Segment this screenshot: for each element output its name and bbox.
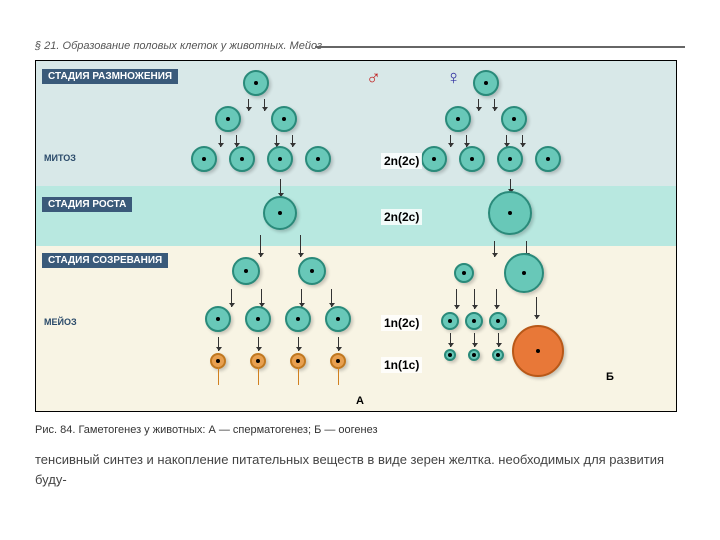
arrow [498, 333, 499, 347]
sperm-tail [298, 367, 299, 385]
arrow [218, 337, 219, 351]
cell [325, 306, 351, 332]
arrow [301, 289, 302, 307]
letter-a: А [356, 395, 364, 407]
label-multiplication: СТАДИЯ РАЗМНОЖЕНИЯ [42, 69, 178, 84]
cell [459, 146, 485, 172]
cell [271, 106, 297, 132]
arrow [450, 135, 451, 147]
sperm-tail [218, 367, 219, 385]
arrow [300, 235, 301, 257]
arrow [261, 289, 262, 307]
cell [512, 325, 564, 377]
label-maturation: СТАДИЯ СОЗРЕВАНИЯ [42, 253, 168, 268]
cell [454, 263, 474, 283]
cell [215, 106, 241, 132]
arrow [450, 333, 451, 347]
arrow [220, 135, 221, 147]
arrow [292, 135, 293, 147]
cell [444, 349, 456, 361]
cell [298, 257, 326, 285]
arrow [478, 99, 479, 111]
arrow [331, 289, 332, 307]
arrow [280, 179, 281, 197]
arrow [258, 337, 259, 351]
cell [473, 70, 499, 96]
cell [504, 253, 544, 293]
cell [267, 146, 293, 172]
female-symbol: ♀ [446, 67, 461, 90]
cell [497, 146, 523, 172]
letter-b: Б [606, 371, 614, 383]
sperm-tail [258, 367, 259, 385]
cell [285, 306, 311, 332]
band-growth [36, 186, 676, 246]
cell [229, 146, 255, 172]
arrow [536, 297, 537, 319]
arrow [466, 135, 467, 147]
formula-2n2c-1: 2n(2c) [381, 153, 422, 169]
cell [263, 196, 297, 230]
cell [243, 70, 269, 96]
arrow [298, 337, 299, 351]
cell [489, 312, 507, 330]
arrow [248, 99, 249, 111]
label-mitosis: МИТОЗ [44, 153, 76, 163]
arrow [456, 289, 457, 309]
chapter-title: § 21. Образование половых клеток у живот… [35, 40, 685, 52]
arrow [264, 99, 265, 111]
cell [492, 349, 504, 361]
arrow [260, 235, 261, 257]
cell [305, 146, 331, 172]
arrow [494, 99, 495, 111]
cell [421, 146, 447, 172]
cell [468, 349, 480, 361]
cell [205, 306, 231, 332]
formula-1n2c: 1n(2c) [381, 315, 422, 331]
arrow [231, 289, 232, 307]
label-meiosis: МЕЙОЗ [44, 317, 77, 327]
formula-1n1c: 1n(1c) [381, 357, 422, 373]
band-maturation [36, 246, 676, 411]
cell [191, 146, 217, 172]
figure-caption: Рис. 84. Гаметогенез у животных: А — спе… [35, 424, 685, 436]
cell [441, 312, 459, 330]
arrow [494, 241, 495, 257]
body-text: тенсивный синтез и накопление питательны… [35, 450, 685, 489]
arrow [474, 333, 475, 347]
cell [245, 306, 271, 332]
label-growth: СТАДИЯ РОСТА [42, 197, 132, 212]
arrow [338, 337, 339, 351]
cell [465, 312, 483, 330]
arrow [474, 289, 475, 309]
arrow [522, 135, 523, 147]
arrow [236, 135, 237, 147]
formula-2n2c-2: 2n(2c) [381, 209, 422, 225]
cell [445, 106, 471, 132]
cell [232, 257, 260, 285]
sperm-tail [338, 367, 339, 385]
gametogenesis-diagram: СТАДИЯ РАЗМНОЖЕНИЯ МИТОЗ СТАДИЯ РОСТА СТ… [35, 60, 677, 412]
arrow [496, 289, 497, 309]
male-symbol: ♂ [366, 67, 381, 90]
cell [535, 146, 561, 172]
cell [501, 106, 527, 132]
cell [488, 191, 532, 235]
